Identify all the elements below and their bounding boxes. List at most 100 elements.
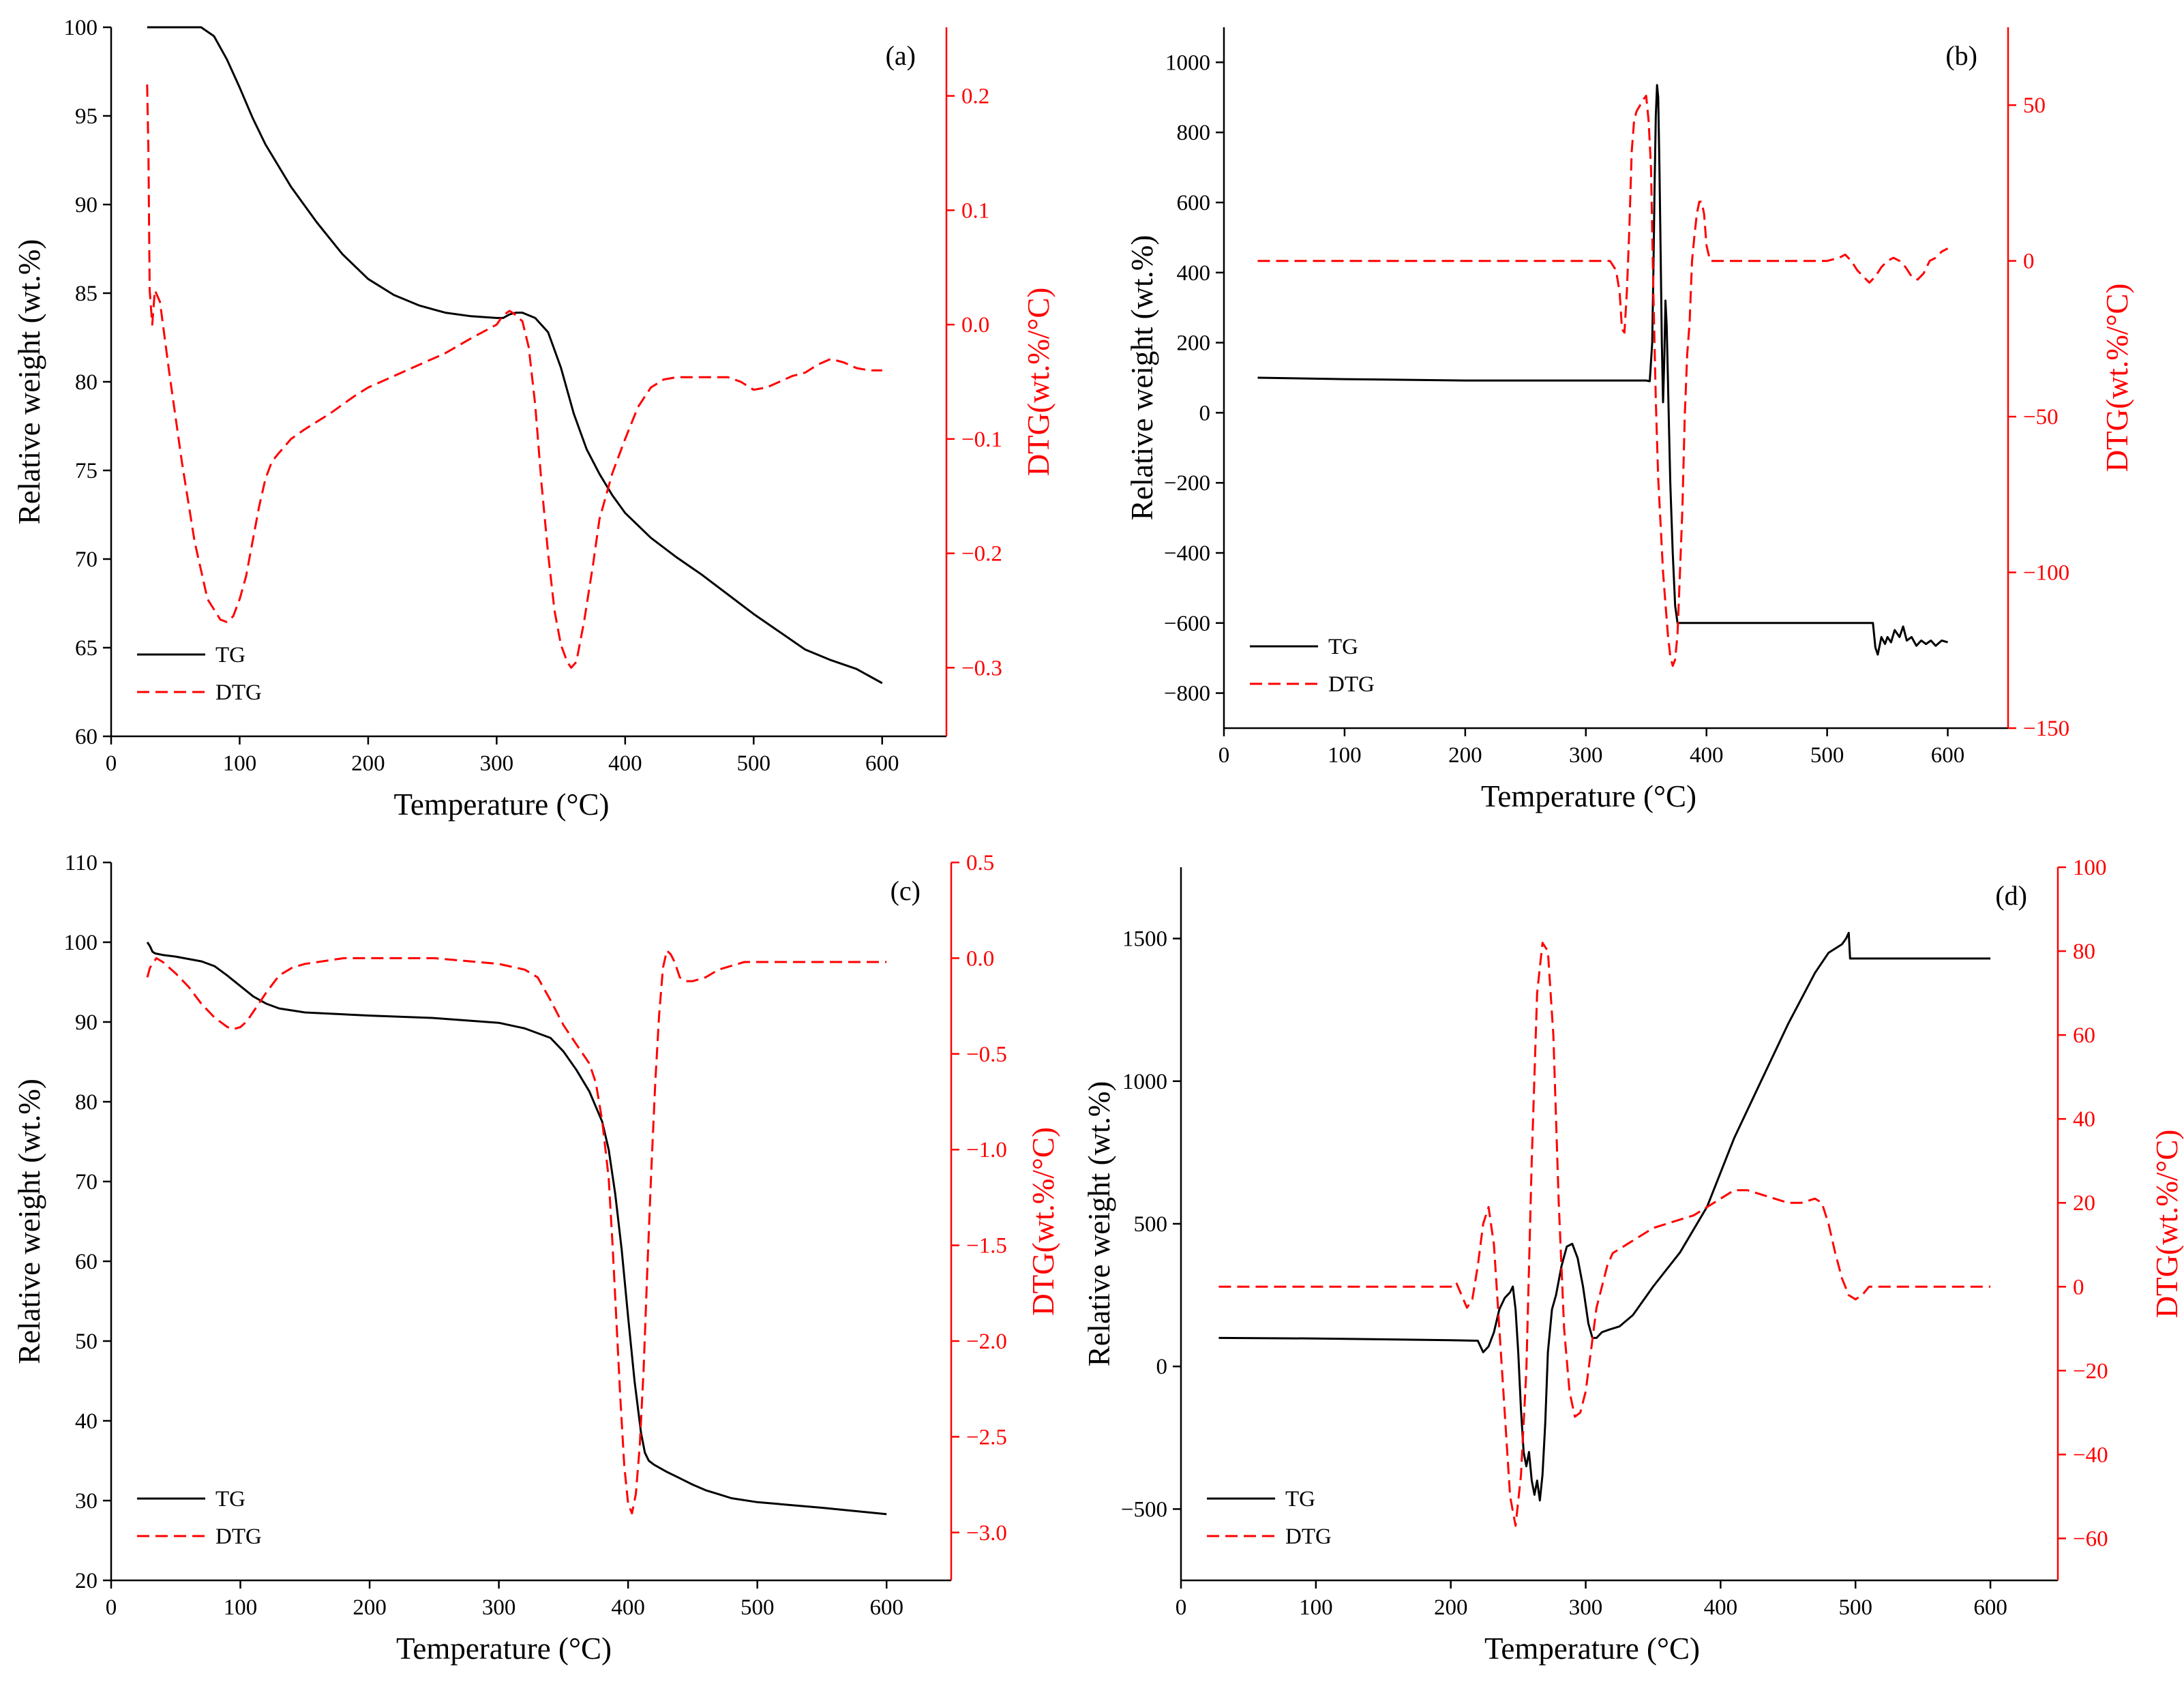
dtg-series-line xyxy=(1257,95,1949,667)
y2-tick-label: −2.0 xyxy=(966,1329,1007,1354)
x-tick-label: 400 xyxy=(1690,743,1724,768)
y2-tick-label: −150 xyxy=(2023,717,2069,741)
y2-tick-label: 0.5 xyxy=(966,851,994,875)
panel-label: (b) xyxy=(1945,40,1977,71)
y2-tick-label: 20 xyxy=(2073,1191,2095,1216)
tg-series-line xyxy=(147,26,883,685)
y-tick-label: 80 xyxy=(75,370,98,395)
y2-tick-label: 50 xyxy=(2023,93,2046,118)
y-tick-label: 110 xyxy=(65,851,98,875)
y-axis-title: Relative weight (wt.%) xyxy=(12,239,46,525)
legend-label-tg: TG xyxy=(1285,1487,1315,1512)
y-tick-label: −500 xyxy=(1121,1497,1167,1522)
y-tick-label: 600 xyxy=(1177,191,1211,215)
y-tick-label: 95 xyxy=(75,104,98,129)
x-tick-label: 600 xyxy=(1931,743,1965,768)
y2-tick-label: −40 xyxy=(2073,1443,2108,1467)
legend-label-dtg: DTG xyxy=(1285,1524,1332,1549)
tg-series-line xyxy=(146,942,887,1516)
y2-tick-label: 60 xyxy=(2073,1023,2095,1048)
y-tick-label: 30 xyxy=(75,1489,98,1514)
y-tick-label: 100 xyxy=(64,16,98,40)
y2-axis-title: DTG(wt.%/°C) xyxy=(1021,288,1056,477)
dtg-series-line xyxy=(146,949,887,1515)
legend-label-tg: TG xyxy=(215,1487,245,1512)
panel-label: (a) xyxy=(886,40,916,71)
y-tick-label: 100 xyxy=(64,931,98,955)
y-axis-title: Relative weight (wt.%) xyxy=(12,1079,46,1364)
y2-tick-label: 40 xyxy=(2073,1107,2095,1132)
y2-tick-label: 100 xyxy=(2073,856,2107,880)
y2-tick-label: −1.0 xyxy=(966,1138,1007,1162)
x-axis-title: Temperature (°C) xyxy=(394,787,610,822)
panel-a: 0 100 200 300 400 500 600 60 65 70 75 80 85 90 95 100 −0… xyxy=(12,16,1056,822)
y2-axis-title: DTG(wt.%/°C) xyxy=(2100,284,2134,472)
x-tick-label: 400 xyxy=(611,1595,645,1620)
x-tick-label: 200 xyxy=(351,751,385,776)
y-tick-label: 40 xyxy=(75,1409,98,1434)
y2-tick-label: 80 xyxy=(2073,939,2095,964)
y2-tick-label: 0 xyxy=(2073,1275,2084,1299)
legend-label-tg: TG xyxy=(215,643,245,667)
y2-tick-label: 0 xyxy=(2023,250,2035,274)
panel-b: 0 100 200 300 400 500 600−800−600−400−20002004… xyxy=(1125,27,2134,813)
x-tick-label: 100 xyxy=(1299,1595,1333,1620)
panel-label: (d) xyxy=(1995,880,2027,911)
dtg-series-line xyxy=(1218,942,1991,1527)
y2-tick-label: −0.5 xyxy=(966,1042,1007,1067)
y-tick-label: 85 xyxy=(75,282,98,306)
y-tick-label: 400 xyxy=(1177,261,1211,286)
y2-tick-label: −2.5 xyxy=(966,1425,1007,1449)
x-tick-label: 500 xyxy=(1838,1595,1872,1620)
tg-series-line xyxy=(1218,931,1991,1502)
panel-c: 0 100 200 300 400 500 600 20 30 40 50 60 70 80 90 100 11… xyxy=(12,851,1060,1666)
legend-label-dtg: DTG xyxy=(1328,672,1375,697)
y-axis-title: Relative weight (wt.%) xyxy=(1082,1081,1116,1367)
x-tick-label: 0 xyxy=(106,751,117,776)
y2-tick-label: −100 xyxy=(2023,561,2069,586)
y-tick-label: 1500 xyxy=(1122,927,1167,952)
x-axis-title: Temperature (°C) xyxy=(396,1632,612,1666)
x-tick-label: 600 xyxy=(1973,1595,2007,1620)
y2-tick-label: 0.1 xyxy=(961,198,989,223)
legend-label-tg: TG xyxy=(1328,635,1358,659)
x-tick-label: 300 xyxy=(1569,743,1603,768)
y-tick-label: 200 xyxy=(1177,331,1211,356)
tg-series-line xyxy=(1257,84,1948,656)
y-tick-label: 65 xyxy=(75,636,98,661)
dtg-series-line xyxy=(146,84,882,669)
y2-tick-label: −0.1 xyxy=(961,427,1002,452)
x-tick-label: 0 xyxy=(106,1595,117,1620)
x-tick-label: 500 xyxy=(741,1595,775,1620)
y2-tick-label: 0.2 xyxy=(961,85,989,109)
y2-tick-label: −60 xyxy=(2073,1527,2108,1551)
y-tick-label: 60 xyxy=(75,725,98,749)
y2-tick-label: −3.0 xyxy=(966,1521,1007,1546)
y-tick-label: −600 xyxy=(1164,612,1210,636)
x-tick-label: 300 xyxy=(1569,1595,1603,1620)
x-tick-label: 200 xyxy=(353,1595,387,1620)
x-axis-title: Temperature (°C) xyxy=(1484,1632,1700,1666)
x-tick-label: 300 xyxy=(482,1595,516,1620)
y-tick-label: −400 xyxy=(1164,541,1210,566)
y2-tick-label: −20 xyxy=(2073,1359,2108,1383)
y-tick-label: 0 xyxy=(1156,1355,1168,1379)
x-tick-label: 600 xyxy=(865,751,899,776)
y-tick-label: 80 xyxy=(75,1090,98,1115)
panel-label: (c) xyxy=(891,875,921,906)
x-tick-label: 400 xyxy=(608,751,642,776)
y-tick-label: 500 xyxy=(1134,1212,1168,1237)
y-tick-label: 90 xyxy=(75,193,98,217)
y-tick-label: 75 xyxy=(75,459,98,483)
y-tick-label: 1000 xyxy=(1122,1070,1167,1094)
y-tick-label: 0 xyxy=(1199,401,1211,425)
legend-label-dtg: DTG xyxy=(215,1524,262,1549)
x-tick-label: 100 xyxy=(224,1595,258,1620)
y-tick-label: −800 xyxy=(1164,682,1210,706)
panel-d: 0 100 200 300 400 500 600−500050010001500−60−4… xyxy=(1082,856,2184,1666)
x-tick-label: 500 xyxy=(737,751,771,776)
y-tick-label: 50 xyxy=(75,1329,98,1354)
x-tick-label: 200 xyxy=(1448,743,1482,768)
x-tick-label: 100 xyxy=(223,751,257,776)
